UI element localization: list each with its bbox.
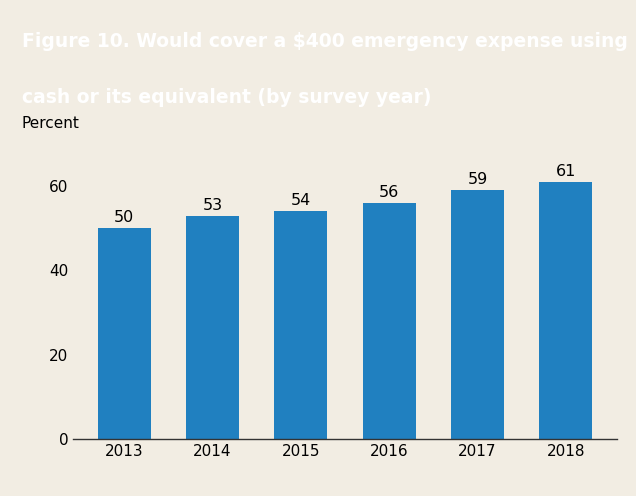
Text: 59: 59 bbox=[467, 172, 488, 187]
Text: 50: 50 bbox=[114, 210, 134, 225]
Bar bbox=[98, 228, 151, 439]
Bar bbox=[539, 182, 592, 439]
Bar bbox=[274, 211, 328, 439]
Text: 56: 56 bbox=[379, 185, 399, 200]
Text: 61: 61 bbox=[555, 164, 576, 179]
Text: cash or its equivalent (by survey year): cash or its equivalent (by survey year) bbox=[22, 88, 432, 107]
Text: Percent: Percent bbox=[22, 116, 80, 130]
Bar bbox=[451, 190, 504, 439]
Text: Figure 10. Would cover a $400 emergency expense using: Figure 10. Would cover a $400 emergency … bbox=[22, 32, 628, 51]
Text: 53: 53 bbox=[202, 197, 223, 213]
Bar bbox=[363, 203, 416, 439]
Text: 54: 54 bbox=[291, 193, 311, 208]
Bar bbox=[186, 216, 239, 439]
